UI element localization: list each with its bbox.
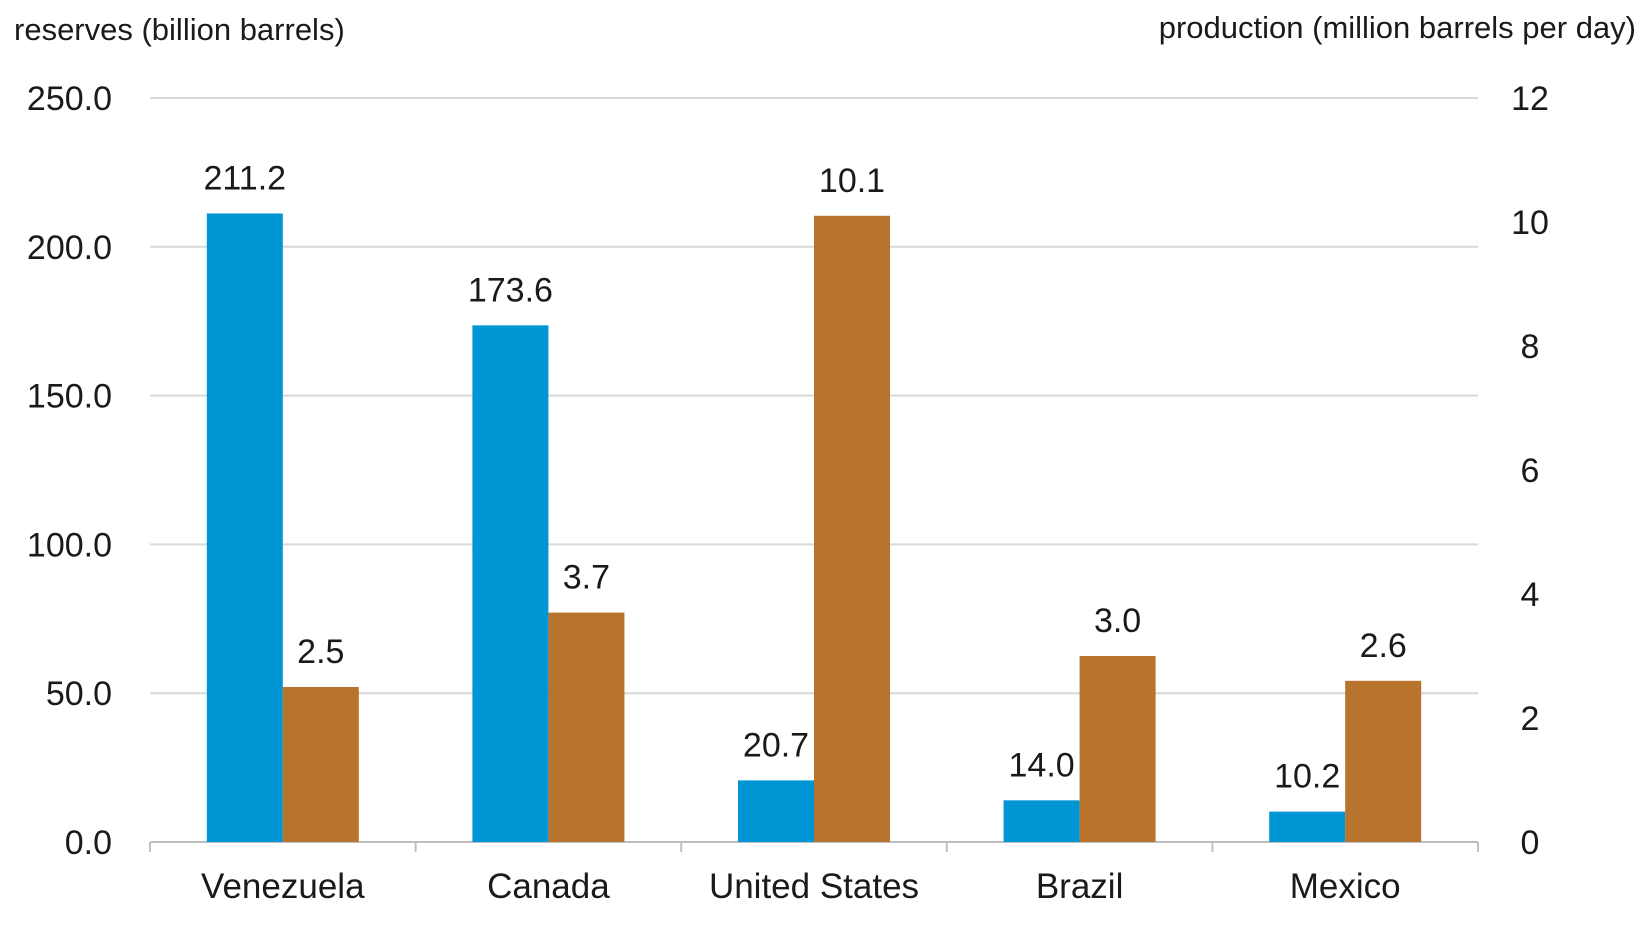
right-tick-label: 8 bbox=[1521, 328, 1540, 366]
reserves-value-label: 14.0 bbox=[1009, 746, 1075, 784]
category-label: Mexico bbox=[1290, 867, 1401, 906]
left-axis-title: reserves (billion barrels) bbox=[14, 12, 345, 47]
production-value-label: 2.5 bbox=[297, 633, 344, 671]
reserves-bar bbox=[1269, 811, 1346, 842]
axis-ticks: 0.0 50.0 100.0 150.0 200.0 250.0 0 2 4 6 8 10 12 Vene… bbox=[27, 80, 1549, 906]
right-tick-label: 12 bbox=[1511, 80, 1549, 118]
reserves-value-label: 211.2 bbox=[204, 159, 287, 197]
left-tick-label: 100.0 bbox=[27, 526, 112, 564]
production-value-label: 10.1 bbox=[819, 162, 885, 200]
category-label: Venezuela bbox=[201, 867, 365, 906]
left-tick-label: 50.0 bbox=[46, 675, 112, 713]
right-axis-title: production (million barrels per day) bbox=[1159, 10, 1636, 45]
production-value-label: 2.6 bbox=[1360, 627, 1407, 665]
category-label: Brazil bbox=[1036, 867, 1124, 906]
production-value-label: 3.7 bbox=[563, 559, 610, 597]
left-tick-label: 0.0 bbox=[65, 824, 112, 862]
reserves-bar bbox=[738, 780, 814, 842]
right-tick-label: 10 bbox=[1511, 204, 1549, 242]
production-bar bbox=[282, 687, 359, 842]
right-tick-label: 4 bbox=[1521, 576, 1540, 614]
left-tick-label: 150.0 bbox=[27, 378, 112, 416]
reserves-bar bbox=[206, 213, 283, 842]
reserves-value-label: 10.2 bbox=[1274, 758, 1340, 796]
bars bbox=[206, 213, 1422, 843]
production-bar bbox=[814, 215, 890, 843]
reserves-value-label: 20.7 bbox=[743, 726, 809, 764]
right-tick-label: 6 bbox=[1521, 452, 1540, 490]
right-tick-label: 2 bbox=[1521, 700, 1540, 738]
reserves-value-label: 173.6 bbox=[468, 271, 553, 309]
production-bar bbox=[548, 612, 625, 842]
left-tick-label: 200.0 bbox=[27, 229, 112, 267]
reserves-bar bbox=[472, 325, 549, 842]
right-tick-label: 0 bbox=[1521, 824, 1540, 862]
data-labels: 211.2 2.5 173.6 3.7 20.7 10.1 14.0 3.0 10.2 2.6 bbox=[204, 159, 1407, 795]
production-bar bbox=[1079, 656, 1156, 842]
left-tick-label: 250.0 bbox=[27, 80, 112, 118]
category-label: United States bbox=[709, 867, 919, 906]
production-value-label: 3.0 bbox=[1094, 602, 1141, 640]
reserves-bar bbox=[1003, 800, 1080, 842]
category-label: Canada bbox=[487, 867, 610, 906]
production-bar bbox=[1345, 680, 1422, 842]
